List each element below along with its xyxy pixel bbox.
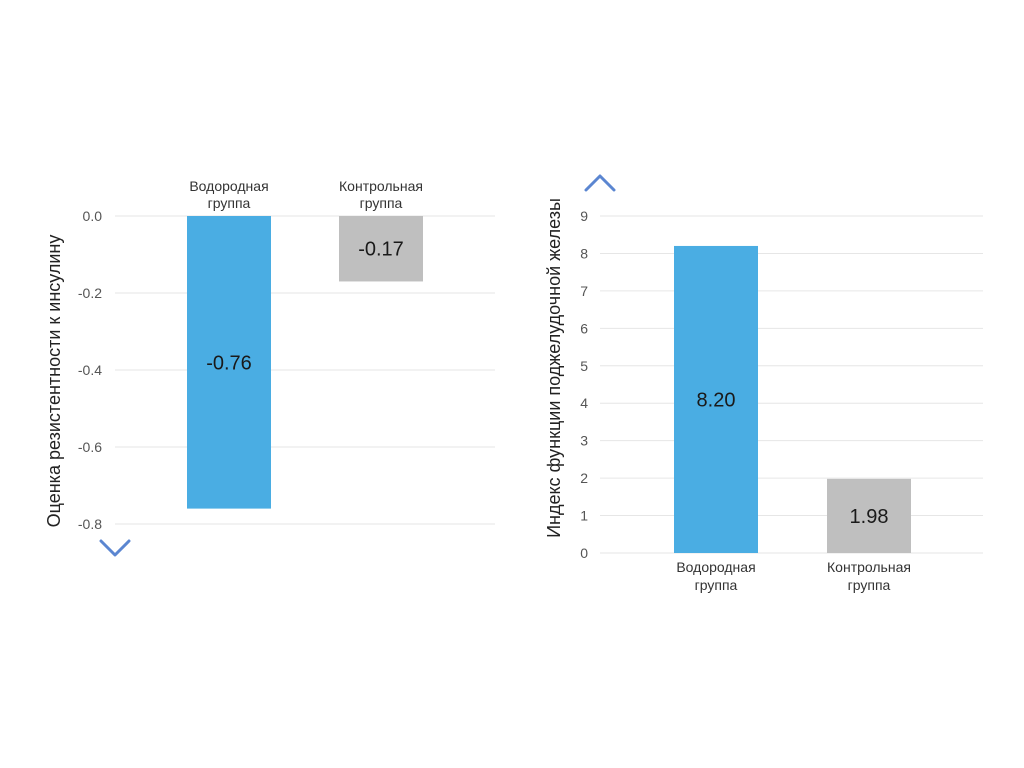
c1-y-tick-label: 5 bbox=[580, 358, 588, 374]
c0-y-axis-label: Оценка резистентности к инсулину bbox=[44, 235, 64, 528]
chart-pancreatic-function: 0 1 2 3 4 5 6 7 8 9 8.20 1.98 Водородная группа Конт… bbox=[544, 174, 983, 593]
c0-category-label: группа bbox=[360, 195, 403, 211]
c1-category-label: группа bbox=[848, 577, 891, 593]
c0-value-labels: -0.76 -0.17 bbox=[206, 239, 404, 375]
c1-category-label: группа bbox=[695, 577, 738, 593]
c1-category-label: Водородная bbox=[676, 559, 755, 575]
c0-category-label: Водородная bbox=[189, 178, 268, 194]
c1-y-tick-label: 8 bbox=[580, 245, 588, 261]
c1-y-tick-label: 4 bbox=[580, 395, 588, 411]
c1-y-tick-label: 9 bbox=[580, 208, 588, 224]
c0-value-label: -0.76 bbox=[206, 352, 252, 374]
c0-bar-hydrogen bbox=[187, 216, 271, 509]
c1-value-labels: 8.20 1.98 bbox=[697, 389, 889, 527]
c1-value-label: 8.20 bbox=[697, 389, 736, 411]
c0-y-axis-arrow bbox=[99, 216, 131, 557]
c1-y-axis-label: Индекс функции поджелудочной железы bbox=[544, 198, 564, 538]
c0-y-tick-label: -0.2 bbox=[78, 285, 102, 301]
c1-bars bbox=[674, 245, 911, 553]
c0-bars bbox=[187, 216, 423, 509]
c0-category-label: группа bbox=[208, 195, 251, 211]
c0-value-label: -0.17 bbox=[358, 239, 404, 261]
c1-y-axis-arrow bbox=[584, 174, 616, 553]
c0-bar-control bbox=[339, 216, 423, 282]
c1-category-labels: Водородная группа Контрольная группа bbox=[676, 559, 911, 593]
c1-y-tick-label: 0 bbox=[580, 545, 588, 561]
c0-y-tick-label: 0.0 bbox=[83, 208, 103, 224]
c1-y-tick-label: 3 bbox=[580, 433, 588, 449]
c1-y-tick-labels: 0 1 2 3 4 5 6 7 8 9 bbox=[580, 208, 588, 561]
c1-category-label: Контрольная bbox=[827, 559, 911, 575]
c0-gridlines bbox=[115, 215, 495, 525]
c0-y-tick-label: -0.8 bbox=[78, 516, 102, 532]
c0-y-tick-label: -0.6 bbox=[78, 439, 102, 455]
c0-y-tick-labels: 0.0 -0.2 -0.4 -0.6 -0.8 bbox=[78, 208, 102, 532]
c1-y-tick-label: 1 bbox=[580, 508, 588, 524]
c1-y-tick-label: 2 bbox=[580, 470, 588, 486]
c0-y-tick-label: -0.4 bbox=[78, 362, 102, 378]
c1-y-tick-label: 6 bbox=[580, 320, 588, 336]
c0-category-label: Контрольная bbox=[339, 178, 423, 194]
c1-y-tick-label: 7 bbox=[580, 283, 588, 299]
c1-value-label: 1.98 bbox=[850, 506, 889, 528]
c1-bar-hydrogen bbox=[674, 245, 758, 553]
chart-insulin-resistance: 0.0 -0.2 -0.4 -0.6 -0.8 -0.76 -0.17 Водородна… bbox=[44, 178, 495, 557]
c1-gridlines bbox=[600, 215, 983, 554]
c1-bar-control bbox=[827, 478, 911, 553]
